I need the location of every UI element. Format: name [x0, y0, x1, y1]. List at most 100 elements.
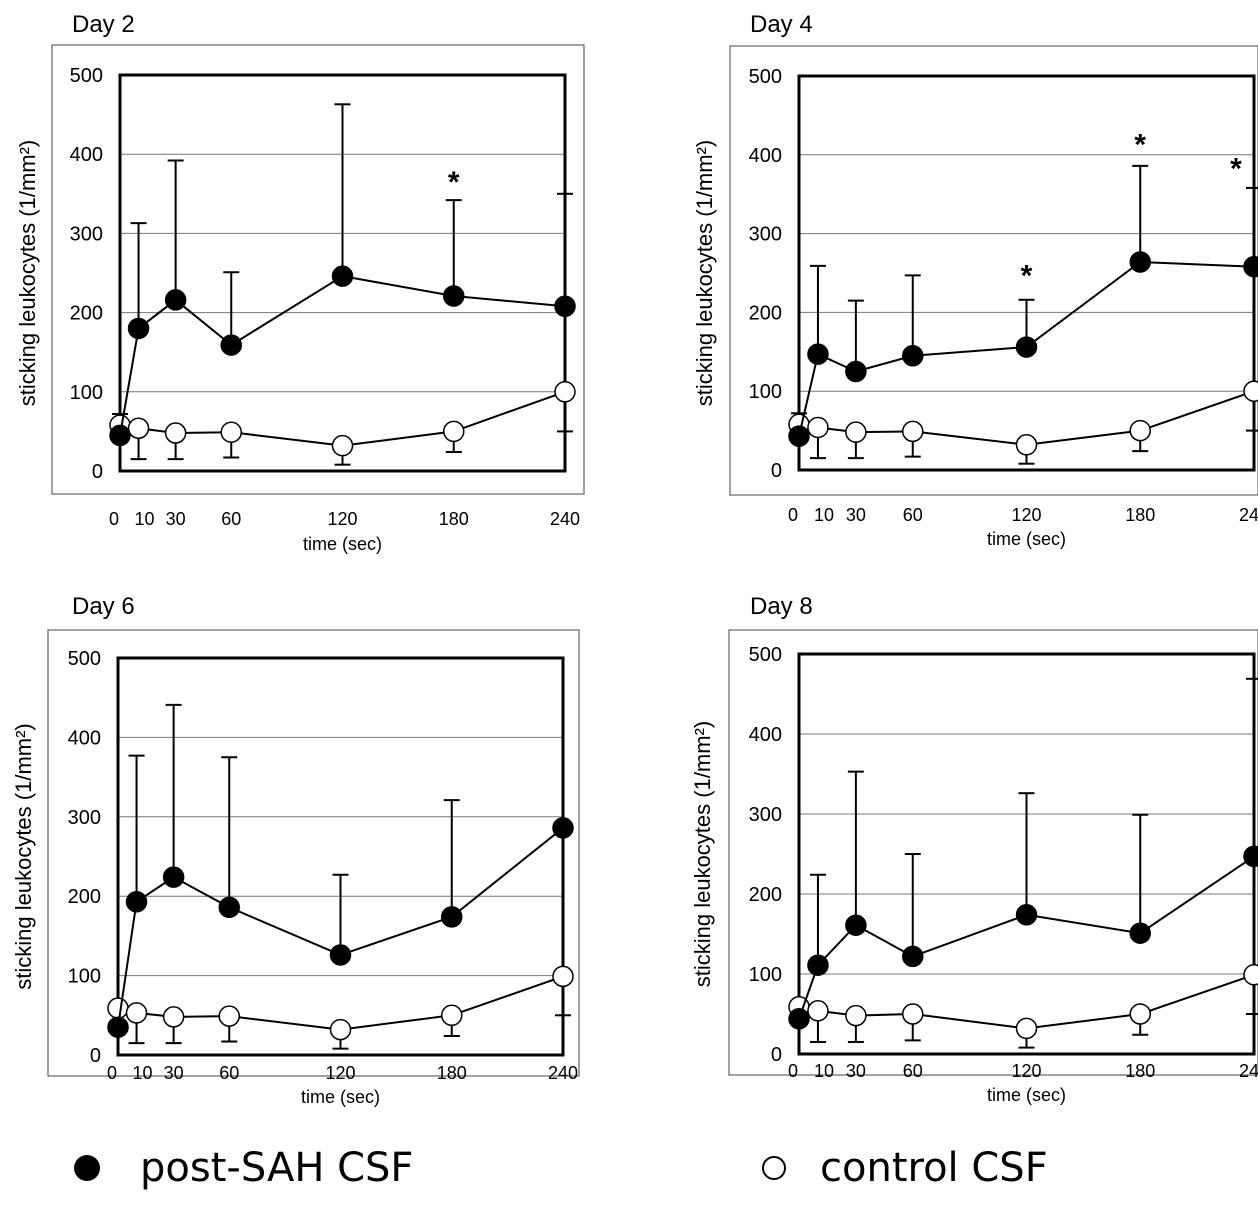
data-point-control — [845, 421, 867, 443]
chart-frame — [51, 44, 585, 495]
data-point-post-sah — [1129, 251, 1151, 273]
y-tick-label: 0 — [90, 1045, 101, 1067]
legend-post-sah: post-SAH CSF — [74, 1138, 413, 1198]
x-tick-label: 10 — [133, 1063, 153, 1083]
y-axis-label: sticking leukocytes (1/mm²) — [15, 140, 40, 407]
y-tick-label: 100 — [749, 964, 782, 986]
data-point-post-sah — [1015, 336, 1038, 358]
data-point-control — [127, 417, 150, 439]
x-tick-label: 0 — [788, 1061, 798, 1081]
x-tick-label: 10 — [814, 1061, 834, 1081]
data-point-control — [441, 1004, 463, 1027]
chart-panel: Day 4 0 100 200 300 400 500 sticking leukocytes… — [692, 11, 1258, 549]
y-tick-label: 200 — [749, 884, 782, 906]
y-tick-label: 200 — [70, 303, 103, 325]
data-point-control — [162, 1006, 185, 1028]
y-tick-label: 0 — [771, 460, 782, 482]
data-point-post-sah — [1015, 904, 1038, 926]
x-axis-label: time (sec) — [303, 534, 382, 554]
x-tick-label: 60 — [219, 1063, 239, 1083]
y-tick-label: 500 — [749, 66, 782, 88]
data-point-control — [331, 434, 354, 457]
data-point-post-sah — [807, 954, 829, 976]
y-tick-label: 200 — [68, 886, 101, 908]
y-tick-label: 500 — [70, 65, 103, 87]
data-point-post-sah — [125, 891, 148, 913]
data-point-post-sah — [443, 285, 465, 307]
y-tick-label: 100 — [68, 966, 101, 988]
legend-control: control CSF — [762, 1138, 1048, 1198]
y-tick-label: 200 — [749, 302, 782, 324]
data-point-post-sah — [109, 424, 131, 447]
data-point-control — [554, 381, 576, 403]
x-tick-label: 30 — [164, 1063, 184, 1083]
chart-frame — [728, 629, 1258, 1076]
x-tick-label: 240 — [550, 509, 580, 529]
data-point-control — [1243, 380, 1258, 402]
y-tick-label: 400 — [749, 145, 782, 167]
x-tick-label: 180 — [439, 509, 469, 529]
data-point-control — [1015, 1017, 1038, 1040]
x-tick-label: 180 — [1125, 505, 1155, 525]
data-point-post-sah — [329, 944, 352, 966]
y-tick-label: 400 — [749, 724, 782, 746]
significance-asterisk: * — [1134, 129, 1146, 162]
y-tick-label: 100 — [70, 382, 103, 404]
significance-asterisk: * — [1021, 259, 1033, 292]
x-tick-label: 60 — [903, 505, 923, 525]
x-tick-label: 10 — [135, 509, 155, 529]
x-tick-label: 10 — [814, 505, 834, 525]
data-point-control — [107, 997, 129, 1019]
x-tick-label: 30 — [846, 1061, 866, 1081]
data-point-control — [845, 1004, 867, 1027]
filled-circle-icon — [74, 1155, 100, 1181]
chart-title: Day 2 — [72, 11, 135, 38]
x-tick-label: 120 — [327, 509, 357, 529]
data-point-control — [164, 422, 187, 444]
data-point-control — [218, 1005, 240, 1027]
y-tick-label: 400 — [70, 144, 103, 166]
data-point-control — [807, 1000, 829, 1022]
x-tick-label: 240 — [1239, 505, 1258, 525]
data-point-control — [552, 965, 574, 988]
significance-asterisk: * — [1230, 152, 1242, 185]
legend-label-post-sah: post-SAH CSF — [140, 1145, 414, 1191]
data-point-post-sah — [162, 866, 185, 888]
data-point-post-sah — [107, 1016, 129, 1038]
chart-title: Day 4 — [750, 11, 813, 38]
x-tick-label: 60 — [903, 1061, 923, 1081]
y-tick-label: 500 — [749, 644, 782, 666]
y-tick-label: 500 — [68, 648, 101, 670]
open-circle-icon — [762, 1156, 786, 1180]
x-tick-label: 0 — [107, 1063, 117, 1083]
data-point-post-sah — [902, 945, 924, 968]
x-tick-label: 120 — [1011, 505, 1041, 525]
data-point-control — [1015, 434, 1038, 456]
data-point-control — [125, 1002, 148, 1024]
data-point-control — [1129, 1003, 1151, 1025]
data-point-control — [807, 416, 829, 439]
data-point-control — [1243, 964, 1258, 986]
data-point-post-sah — [788, 425, 810, 447]
data-point-control — [902, 420, 924, 443]
x-tick-label: 240 — [548, 1063, 578, 1083]
y-axis-label: sticking leukocytes (1/mm²) — [692, 140, 717, 407]
data-point-post-sah — [127, 317, 150, 340]
x-tick-label: 240 — [1239, 1061, 1258, 1081]
y-tick-label: 300 — [749, 224, 782, 246]
y-tick-label: 300 — [749, 804, 782, 826]
data-point-post-sah — [807, 343, 829, 365]
data-point-post-sah — [164, 289, 187, 311]
x-tick-label: 120 — [325, 1063, 355, 1083]
data-point-post-sah — [845, 914, 867, 936]
x-axis-label: time (sec) — [987, 1085, 1066, 1105]
data-point-post-sah — [788, 1008, 810, 1030]
data-point-post-sah — [1243, 845, 1258, 868]
data-point-control — [329, 1018, 352, 1041]
legend-label-control: control CSF — [820, 1145, 1048, 1191]
chart-title: Day 8 — [750, 593, 813, 620]
data-point-post-sah — [220, 334, 242, 356]
y-tick-label: 100 — [749, 381, 782, 403]
